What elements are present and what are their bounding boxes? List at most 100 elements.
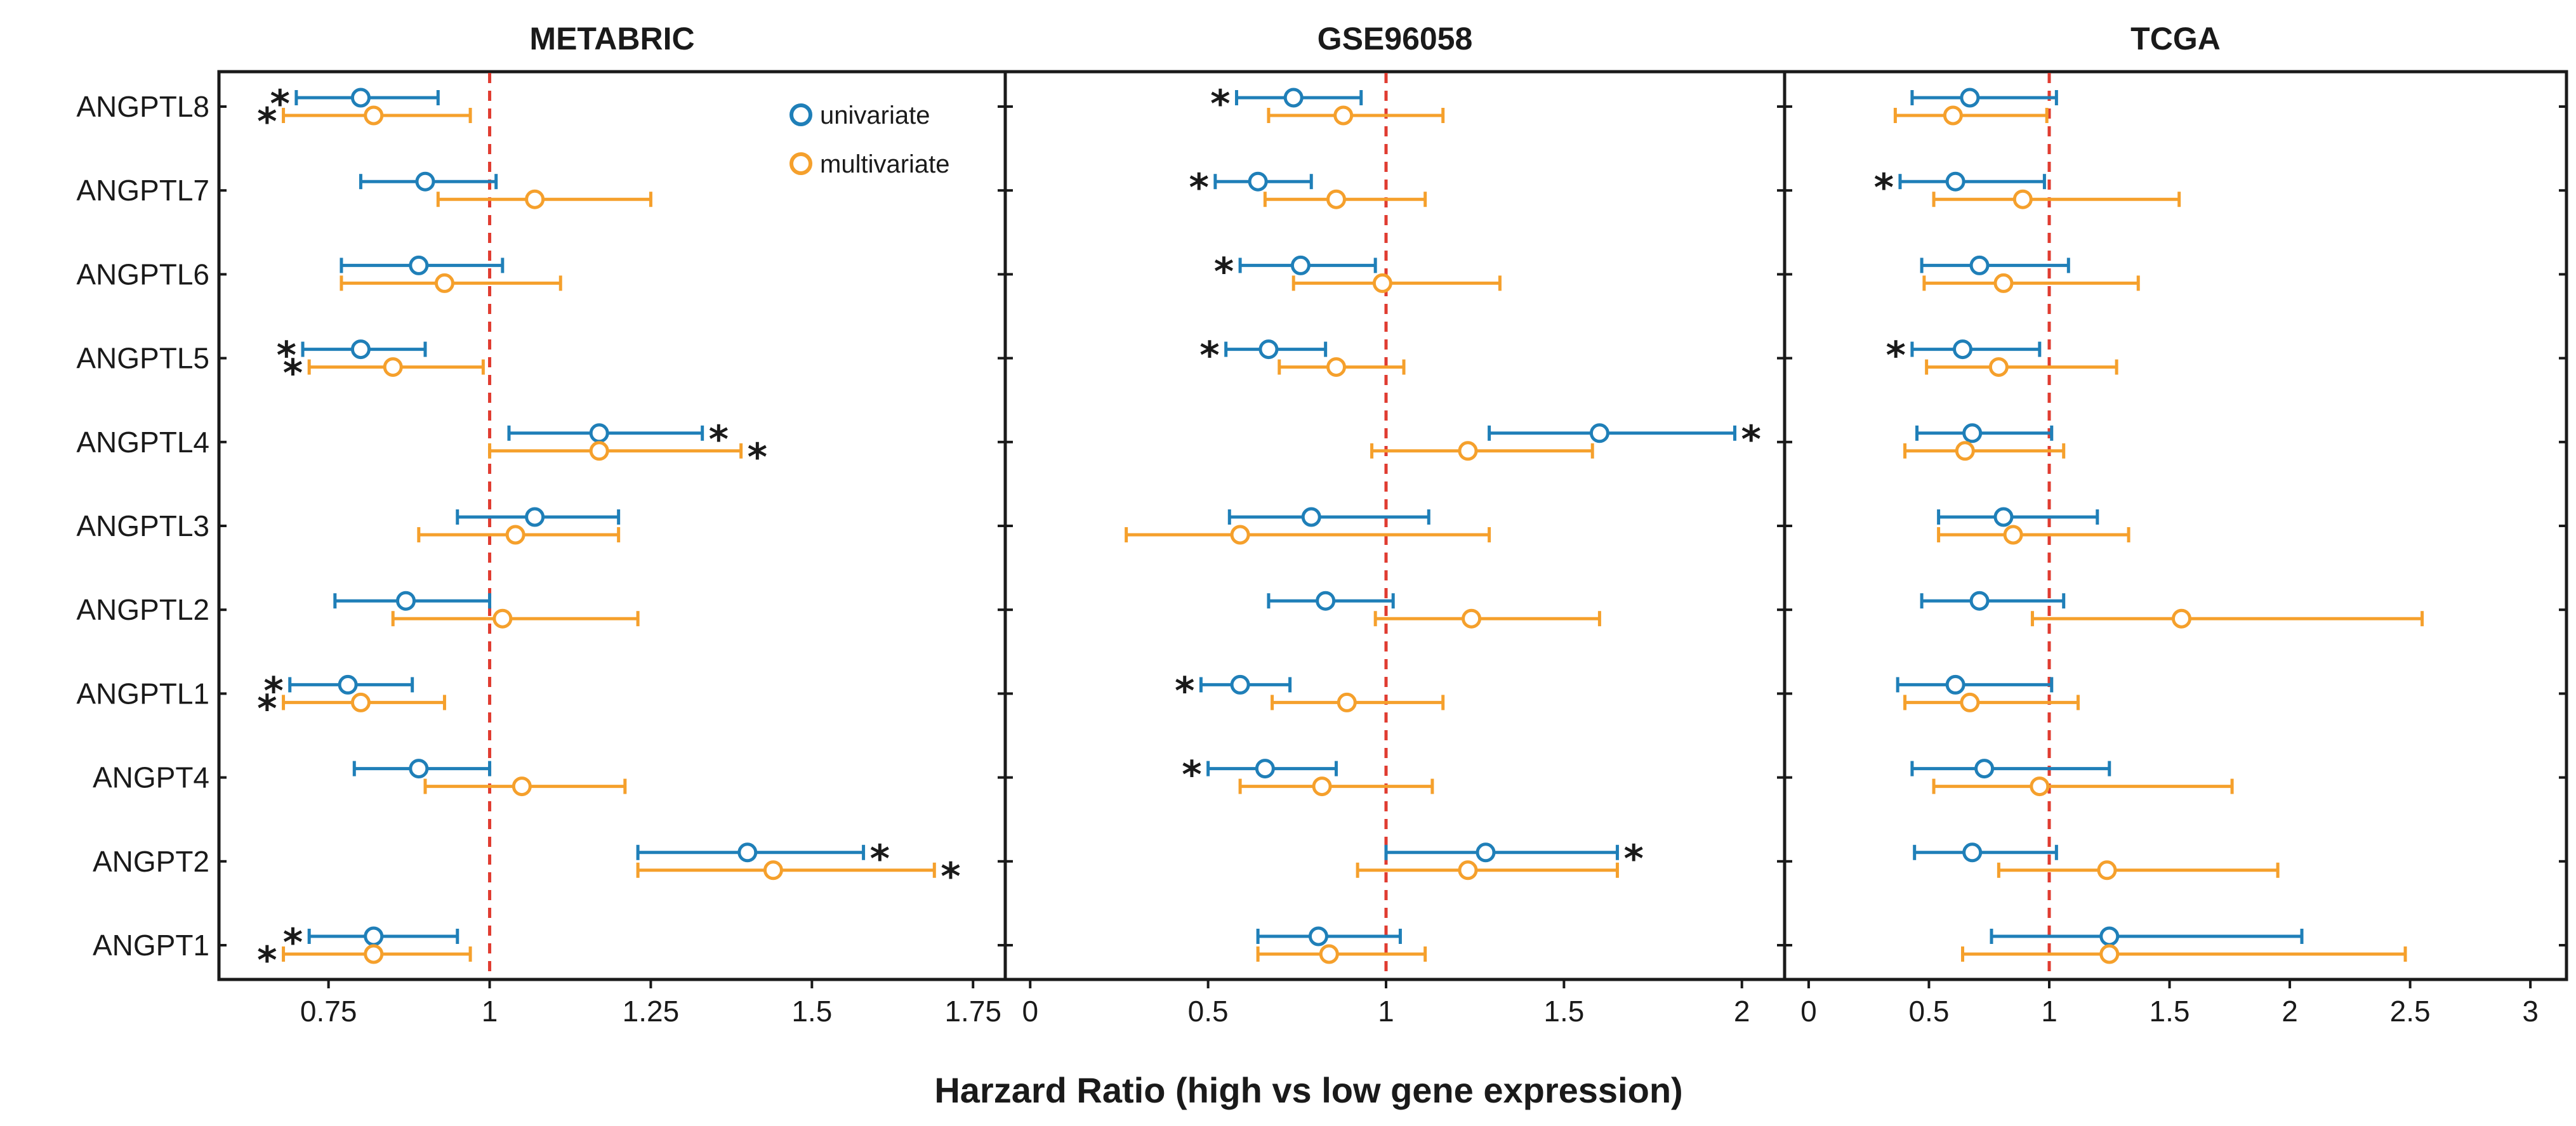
panel-metabric-multivariate-angptl5-point — [383, 357, 403, 377]
panel-metabric-multivariate-angpt1-point — [364, 944, 384, 964]
panel-metabric-univariate-angptl5-point — [350, 339, 371, 360]
panel-gse96058-univariate-angptl1-point — [1230, 674, 1250, 695]
panel-tcga-univariate-angptl5-point — [1953, 339, 1973, 360]
gene-label-angptl6: ANGPTL6 — [76, 258, 209, 291]
panel-gse96058-univariate-angptl7-point — [1248, 171, 1268, 192]
gene-label-angpt2: ANGPT2 — [93, 845, 209, 878]
legend-multivariate-marker — [789, 152, 812, 175]
gene-label-angptl1: ANGPTL1 — [76, 677, 209, 710]
panel-tcga-xtick-label-0: 0 — [1800, 995, 1817, 1028]
panel-gse96058-univariate-angptl6-significance-star: * — [1214, 249, 1234, 294]
panel-tcga-xtick-label-1-5: 1.5 — [2150, 995, 2190, 1028]
panel-gse96058-multivariate-angptl8-point — [1333, 105, 1354, 126]
panel-tcga-title: TCGA — [2130, 21, 2221, 56]
panel-gse96058-univariate-angptl3-point — [1301, 507, 1321, 527]
panel-gse96058-univariate-angpt4-significance-star: * — [1182, 753, 1201, 797]
panel-gse96058-univariate-angptl4-significance-star: * — [1741, 417, 1760, 462]
panel-metabric-multivariate-angpt2-significance-star: * — [941, 854, 960, 899]
panel-gse96058-univariate-angpt4-point — [1255, 759, 1275, 779]
panel-tcga-univariate-angpt4-point — [1974, 759, 1995, 779]
panel-tcga-multivariate-angpt2-point — [2097, 860, 2117, 881]
panel-metabric-multivariate-angptl8-point — [364, 105, 384, 126]
panel-metabric-univariate-angptl8-point — [350, 88, 371, 108]
panel-metabric-multivariate-angptl1-point — [350, 692, 371, 712]
panel-gse96058-univariate-angptl5-significance-star: * — [1199, 334, 1219, 378]
panel-metabric-univariate-angptl8-significance-star: * — [270, 82, 289, 126]
panel-metabric-xtick-label-1-25: 1.25 — [623, 995, 680, 1028]
panel-metabric-multivariate-angptl8-significance-star: * — [257, 100, 277, 144]
gene-label-angpt1: ANGPT1 — [93, 929, 209, 962]
panel-gse96058-xtick-label-2: 2 — [1734, 995, 1750, 1028]
panel-gse96058-xtick-label-1: 1 — [1378, 995, 1394, 1028]
gene-label-angptl8: ANGPTL8 — [76, 90, 209, 123]
panel-metabric-multivariate-angptl4-point — [589, 441, 609, 461]
panel-tcga-univariate-angpt1-point — [2099, 926, 2120, 946]
panel-metabric-univariate-angpt2-significance-star: * — [870, 837, 890, 881]
panel-metabric-multivariate-angpt1-significance-star: * — [257, 938, 277, 983]
panel-gse96058-multivariate-angpt1-point — [1319, 944, 1339, 964]
panel-tcga-univariate-angptl5-significance-star: * — [1886, 334, 1906, 378]
panel-tcga-univariate-angptl7-significance-star: * — [1874, 166, 1894, 210]
panel-tcga-multivariate-angptl3-point — [2003, 525, 2023, 545]
panel-gse96058-univariate-angptl4-point — [1589, 423, 1609, 443]
panel-gse96058-univariate-angptl7-significance-star: * — [1189, 166, 1208, 210]
panel-metabric-univariate-angptl2-point — [396, 591, 416, 611]
panel-metabric-multivariate-angptl1-significance-star: * — [257, 686, 277, 731]
panel-tcga-univariate-angptl3-point — [1993, 507, 2014, 527]
panel-tcga-univariate-angptl8-point — [1960, 88, 1980, 108]
panel-metabric-xtick-label-1-75: 1.75 — [944, 995, 1001, 1028]
panel-tcga-xtick-label-1: 1 — [2041, 995, 2057, 1028]
panel-gse96058-xtick-label-0: 0 — [1022, 995, 1038, 1028]
panel-metabric-univariate-angptl1-significance-star: * — [263, 669, 283, 713]
x-axis-title: Harzard Ratio (high vs low gene expressi… — [934, 1070, 1682, 1110]
panel-metabric-multivariate-series: ****** — [257, 100, 961, 983]
panel-gse96058-univariate-angpt1-point — [1308, 926, 1328, 946]
panel-tcga-univariate-angptl1-point — [1945, 674, 1965, 695]
panel-gse96058-univariate-angpt2-point — [1476, 842, 1496, 863]
panel-metabric-univariate-angptl3-point — [525, 507, 545, 527]
panel-gse96058-frame — [1003, 70, 1787, 981]
panel-tcga-xtick-label-2: 2 — [2282, 995, 2298, 1028]
panel-metabric-multivariate-angpt2-point — [763, 860, 783, 881]
gene-labels: ANGPTL8 ANGPTL7 ANGPTL6 ANGPTL5 ANGPTL4 ANGPT… — [76, 90, 209, 962]
panel-metabric-univariate-angptl7-point — [415, 171, 435, 192]
panel-gse96058-multivariate-angptl1-point — [1337, 692, 1357, 712]
gene-label-angptl3: ANGPTL3 — [76, 509, 209, 542]
panel-gse96058-univariate-angptl1-significance-star: * — [1175, 669, 1194, 713]
panel-metabric-univariate-angpt1-significance-star: * — [283, 920, 303, 965]
panel-metabric-univariate-angpt4-point — [409, 759, 429, 779]
panel-tcga-xtick-label-0-5: 0.5 — [1908, 995, 1949, 1028]
panel-gse96058-multivariate-angptl7-point — [1326, 189, 1346, 209]
panel-tcga-univariate-angpt2-point — [1962, 842, 1983, 863]
panel-gse96058-title: GSE96058 — [1318, 21, 1473, 56]
panel-tcga-xtick-label-3: 3 — [2522, 995, 2539, 1028]
legend: univariate multivariate — [789, 101, 950, 178]
panel-metabric-xtick-label-1: 1 — [482, 995, 498, 1028]
panel-tcga-multivariate-angptl2-point — [2171, 608, 2191, 629]
panel-tcga-frame — [1783, 70, 2568, 981]
panel-tcga-multivariate-angpt4-point — [2030, 776, 2050, 797]
panel-metabric-multivariate-angptl2-point — [492, 608, 513, 629]
gene-label-angpt4: ANGPT4 — [93, 761, 209, 794]
panel-metabric-univariate-angptl5-significance-star: * — [277, 334, 296, 378]
panel-tcga-multivariate-angptl5-point — [1988, 357, 2009, 377]
panel-tcga-multivariate-angpt1-point — [2099, 944, 2120, 964]
panel-metabric-univariate-angpt2-point — [737, 842, 758, 863]
gene-label-angptl2: ANGPTL2 — [76, 593, 209, 626]
panel-metabric-multivariate-angptl5-significance-star: * — [283, 351, 303, 396]
panel-metabric-multivariate-angptl6-point — [434, 273, 454, 293]
legend-univariate-label: univariate — [820, 101, 930, 129]
panel-gse96058-univariate-angptl6-point — [1290, 255, 1311, 275]
panel-tcga-univariate-series: ** — [1874, 88, 2304, 946]
panel-metabric-title: METABRIC — [529, 21, 694, 56]
gene-label-angptl4: ANGPTL4 — [76, 426, 209, 459]
panel-tcga-multivariate-angptl4-point — [1955, 441, 1975, 461]
panel-gse96058-univariate-angpt2-significance-star: * — [1623, 837, 1643, 881]
panel-tcga-xtick-label-2-5: 2.5 — [2390, 995, 2431, 1028]
panel-gse96058-univariate-angptl2-point — [1316, 591, 1336, 611]
legend-multivariate-label: multivariate — [820, 150, 950, 178]
